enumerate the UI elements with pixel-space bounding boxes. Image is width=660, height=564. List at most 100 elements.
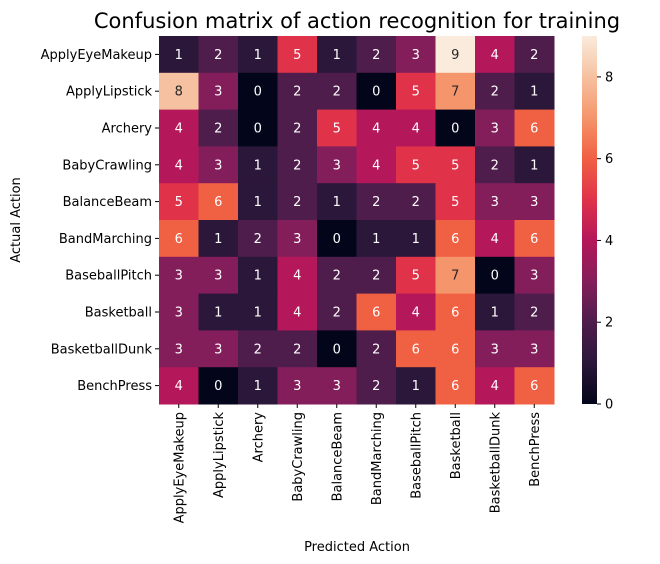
x-tick-label: BasketballDunk [488, 412, 503, 514]
x-axis-label: Predicted Action [304, 540, 410, 555]
y-tick-label: BalanceBeam [63, 195, 152, 210]
cell-label: 5 [412, 85, 420, 100]
heatmap-cell [475, 293, 515, 331]
heatmap-cell [238, 183, 278, 221]
x-tick-label: Archery [251, 412, 266, 463]
cell-label: 4 [175, 158, 183, 173]
cell-label: 2 [333, 85, 341, 100]
cell-label: 5 [451, 158, 459, 173]
y-axis-label: Actual Action [9, 177, 24, 263]
cell-label: 2 [333, 306, 341, 321]
heatmap-cell [198, 256, 239, 295]
heatmap-cell [356, 220, 397, 258]
heatmap-cell [396, 146, 436, 184]
y-tick-label: BasketballDunk [51, 342, 153, 357]
heatmap-cell [475, 72, 515, 111]
cell-label: 4 [175, 379, 183, 394]
cell-label: 2 [333, 269, 341, 284]
heatmap-cell [277, 183, 318, 221]
cell-label: 1 [254, 269, 262, 284]
cell-label: 4 [491, 232, 499, 247]
heatmap-cell [277, 367, 318, 405]
heatmap-cell [317, 367, 357, 405]
heatmap-cell [198, 293, 239, 331]
heatmap-cell [396, 330, 436, 368]
cell-label: 3 [412, 48, 420, 63]
cell-label: 2 [372, 379, 380, 394]
cell-label: 6 [530, 232, 538, 247]
cell-label: 3 [293, 379, 301, 394]
heatmap-cell [396, 256, 436, 295]
heatmap-cell [277, 330, 318, 368]
cell-label: 4 [412, 122, 420, 137]
cell-label: 2 [293, 342, 301, 357]
cell-label: 3 [175, 342, 183, 357]
heatmap-cell [396, 367, 436, 405]
x-tick-label: BabyCrawling [291, 412, 306, 502]
y-tick-label: BabyCrawling [62, 158, 152, 173]
heatmap-cell [514, 293, 555, 331]
heatmap-cell [435, 146, 476, 184]
heatmap-cell [475, 220, 515, 258]
cell-label: 1 [491, 306, 499, 321]
heatmap-cell [356, 146, 397, 184]
cell-label: 6 [530, 122, 538, 137]
heatmap-cell [238, 220, 278, 258]
heatmap-cell [475, 183, 515, 221]
cell-label: 2 [214, 48, 222, 63]
heatmap-cell [356, 293, 397, 331]
heatmap-cell [396, 183, 436, 221]
cell-label: 2 [530, 48, 538, 63]
cell-label: 6 [412, 342, 420, 357]
colorbar-tick-label: 8 [605, 70, 613, 85]
heatmap-cell [277, 293, 318, 331]
heatmap-cell [435, 183, 476, 221]
heatmap-cell [159, 183, 199, 221]
heatmap-cell [514, 36, 555, 74]
x-tick-label: BaseballPitch [409, 412, 424, 499]
cell-label: 1 [214, 232, 222, 247]
heatmap-cell [356, 256, 397, 295]
cell-label: 4 [175, 122, 183, 137]
heatmap-cell [396, 220, 436, 258]
cell-label: 1 [412, 232, 420, 247]
heatmap-cell [317, 293, 357, 331]
heatmap-cell [435, 36, 476, 74]
cell-label: 2 [293, 158, 301, 173]
heatmap-cell [514, 220, 555, 258]
cell-label: 2 [491, 85, 499, 100]
heatmap-cell [435, 72, 476, 111]
heatmap-cell [396, 72, 436, 111]
heatmap-cell [238, 146, 278, 184]
cell-label: 6 [451, 232, 459, 247]
heatmap-cell [317, 183, 357, 221]
heatmap-cell [238, 293, 278, 331]
cell-label: 1 [254, 379, 262, 394]
cell-label: 1 [175, 48, 183, 63]
cell-label: 2 [214, 122, 222, 137]
heatmap-cell [475, 367, 515, 405]
cell-label: 5 [451, 195, 459, 210]
cell-label: 3 [333, 379, 341, 394]
heatmap-cell [159, 293, 199, 331]
cell-label: 0 [214, 379, 222, 394]
y-tick-label: Archery [102, 122, 153, 137]
cell-label: 0 [254, 122, 262, 137]
cell-label: 3 [333, 158, 341, 173]
cell-label: 2 [372, 195, 380, 210]
cell-label: 7 [451, 269, 459, 284]
heatmap-cell [435, 293, 476, 331]
heatmap-cell [198, 220, 239, 258]
cell-label: 1 [254, 158, 262, 173]
cell-label: 3 [214, 85, 222, 100]
cell-label: 6 [451, 342, 459, 357]
cell-label: 5 [333, 122, 341, 137]
y-tick-label: BaseballPitch [65, 269, 152, 284]
cell-label: 2 [254, 232, 262, 247]
heatmap-cell [277, 36, 318, 74]
cell-label: 0 [491, 269, 499, 284]
cell-label: 4 [491, 48, 499, 63]
heatmap-cell [435, 256, 476, 295]
chart-title: Confusion matrix of action recognition f… [94, 9, 620, 33]
cell-label: 9 [451, 48, 459, 63]
